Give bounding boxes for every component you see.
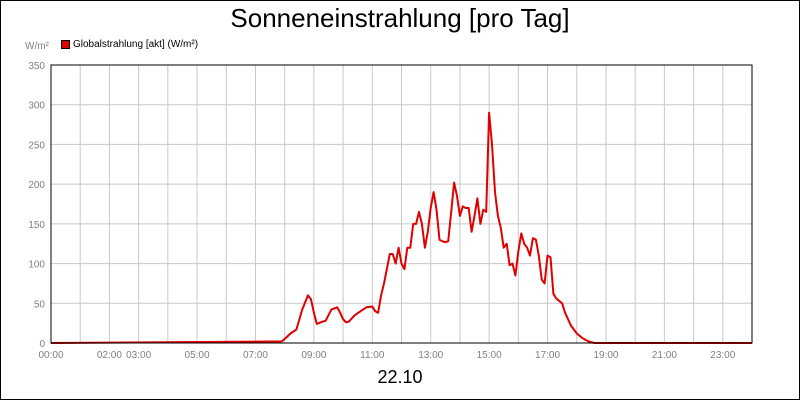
x-tick-label: 11:00 <box>360 350 385 361</box>
x-tick-label: 02:00 <box>97 350 122 361</box>
y-tick-label: 150 <box>28 220 45 231</box>
chart-legend: Globalstrahlung [akt] (W/m²) <box>61 39 198 50</box>
x-tick-label: 17:00 <box>535 350 560 361</box>
series-line <box>50 111 752 344</box>
x-tick-label: 21:00 <box>652 350 677 361</box>
x-tick-label: 05:00 <box>185 350 210 361</box>
x-tick-label: 09:00 <box>301 350 326 361</box>
x-axis-date-label: 22.10 <box>377 367 423 387</box>
chart-title: Sonneneinstrahlung [pro Tag] <box>230 3 570 33</box>
legend-swatch <box>61 40 70 49</box>
y-axis-unit-label: W/m² <box>25 41 49 52</box>
x-tick-label: 19:00 <box>593 350 618 361</box>
y-tick-label: 100 <box>28 260 45 271</box>
plot-border <box>50 64 753 344</box>
y-tick-label: 350 <box>28 61 45 72</box>
y-tick-label: 200 <box>28 180 45 191</box>
x-tick-label: 15:00 <box>477 350 502 361</box>
x-tick-label: 03:00 <box>126 350 151 361</box>
y-tick-label: 50 <box>34 299 46 310</box>
y-tick-label: 300 <box>28 101 45 112</box>
y-tick-label: 250 <box>28 140 45 151</box>
x-tick-label: 07:00 <box>243 350 268 361</box>
legend-label: Globalstrahlung [akt] (W/m²) <box>73 39 199 50</box>
x-tick-label: 13:00 <box>418 350 443 361</box>
x-tick-label: 00:00 <box>38 350 63 361</box>
x-tick-label: 23:00 <box>710 350 735 361</box>
y-tick-label: 0 <box>39 339 45 350</box>
